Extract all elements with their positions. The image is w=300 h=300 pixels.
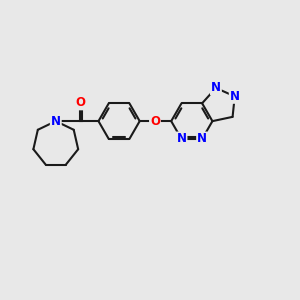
Text: N: N (230, 90, 240, 103)
Text: N: N (211, 82, 221, 94)
Text: N: N (176, 133, 187, 146)
Text: N: N (197, 133, 207, 146)
Text: O: O (150, 115, 160, 128)
Text: N: N (51, 115, 61, 128)
Text: O: O (76, 96, 86, 110)
